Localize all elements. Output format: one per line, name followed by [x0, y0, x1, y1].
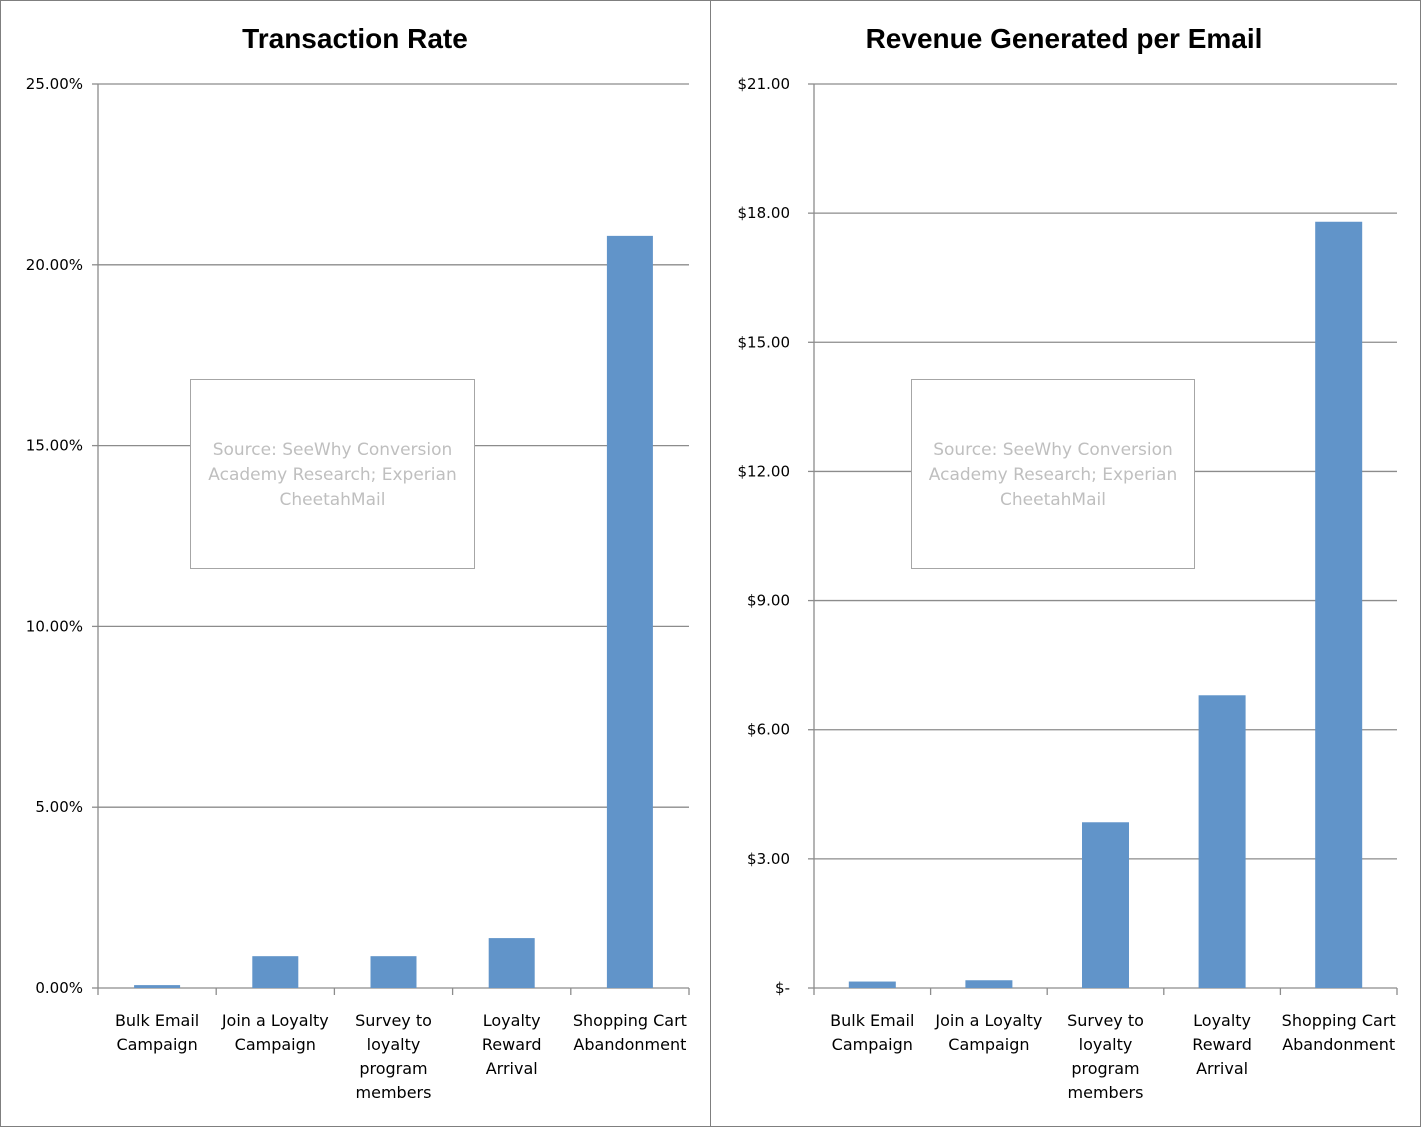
x-category-label-line: Arrival — [486, 1059, 538, 1078]
x-category-label-line: Abandonment — [1282, 1035, 1395, 1054]
y-tick-label: $3.00 — [747, 850, 790, 868]
transaction-rate-chart-svg: Transaction Rate 0.00% 5.00% 10.00% 15.00% 20… — [26, 23, 690, 1102]
x-category-label-line: Loyalty — [483, 1011, 541, 1030]
bar — [965, 980, 1013, 988]
x-category-label: Bulk Email Campaign — [115, 1011, 199, 1054]
y-tick-label: $18.00 — [738, 204, 791, 222]
x-category-label: Survey to loyalty program members — [355, 1011, 432, 1102]
x-category-label-line: Bulk Email — [830, 1011, 914, 1030]
bar — [848, 981, 896, 988]
bar — [134, 985, 181, 988]
y-tick-label: $21.00 — [738, 75, 791, 93]
x-category-label-line: Reward — [482, 1035, 542, 1054]
y-tick-label: 20.00% — [26, 256, 83, 274]
x-category-label-line: Survey to — [355, 1011, 432, 1030]
chart-title: Revenue Generated per Email — [866, 23, 1263, 54]
y-tick-label: 0.00% — [35, 979, 83, 997]
bar — [370, 956, 417, 988]
x-category-label-line: Shopping Cart — [573, 1011, 687, 1030]
x-category-label: Loyalty Reward Arrival — [482, 1011, 542, 1078]
y-tick-label: 5.00% — [35, 798, 83, 816]
y-tick-label: $12.00 — [738, 462, 791, 480]
y-tick-label: $15.00 — [738, 333, 791, 351]
x-category-label: Survey to loyalty program members — [1067, 1011, 1144, 1102]
bar — [606, 235, 653, 988]
revenue-per-email-chart-svg: Revenue Generated per Email $- $3.00 $6.00 $… — [738, 23, 1398, 1102]
x-category-label-line: Join a Loyalty — [934, 1011, 1042, 1030]
x-category-label: Shopping Cart Abandonment — [573, 1011, 687, 1054]
revenue-per-email-chart: Revenue Generated per Email $- $3.00 $6.00 $… — [711, 0, 1420, 1125]
x-category-label-line: Campaign — [948, 1035, 1029, 1054]
x-category-label-line: Campaign — [832, 1035, 913, 1054]
x-category-label-line: Shopping Cart — [1282, 1011, 1396, 1030]
y-tick-label: $9.00 — [747, 592, 790, 610]
x-category-label-line: Reward — [1192, 1035, 1252, 1054]
y-tick-label: 15.00% — [26, 437, 83, 455]
x-category-label-line: Join a Loyalty — [221, 1011, 329, 1030]
x-category-label-line: Abandonment — [573, 1035, 686, 1054]
transaction-rate-chart: Transaction Rate 0.00% 5.00% 10.00% 15.00% 20… — [0, 0, 710, 1125]
x-category-label-line: members — [356, 1083, 432, 1102]
x-category-label: Join a Loyalty Campaign — [221, 1011, 329, 1054]
x-category-label-line: Loyalty — [1193, 1011, 1251, 1030]
x-category-label-line: Arrival — [1196, 1059, 1248, 1078]
x-category-label-line: Campaign — [116, 1035, 197, 1054]
bar — [1198, 695, 1246, 988]
x-category-label: Loyalty Reward Arrival — [1192, 1011, 1252, 1078]
x-category-label-line: program — [359, 1059, 427, 1078]
x-category-label-line: Bulk Email — [115, 1011, 199, 1030]
chart-title: Transaction Rate — [242, 23, 468, 54]
y-tick-label: $- — [775, 979, 790, 997]
bar — [252, 956, 299, 988]
bar — [1315, 221, 1363, 988]
panel-divider — [710, 0, 711, 1127]
x-category-label-line: members — [1068, 1083, 1144, 1102]
x-category-label-line: loyalty — [367, 1035, 421, 1054]
source-note-text: Source: SeeWhy Conversion Academy Resear… — [928, 440, 1178, 510]
y-tick-label: $6.00 — [747, 721, 790, 739]
source-note-text: Source: SeeWhy Conversion Academy Resear… — [208, 440, 457, 510]
bar — [1082, 822, 1129, 988]
x-category-label-line: loyalty — [1079, 1035, 1133, 1054]
source-note-box: Source: SeeWhy Conversion Academy Resear… — [911, 379, 1195, 569]
x-category-label-line: Survey to — [1067, 1011, 1144, 1030]
x-category-label: Join a Loyalty Campaign — [934, 1011, 1042, 1054]
x-category-label: Bulk Email Campaign — [830, 1011, 914, 1054]
x-category-label-line: program — [1071, 1059, 1139, 1078]
x-category-label: Shopping Cart Abandonment — [1282, 1011, 1396, 1054]
y-tick-label: 10.00% — [26, 617, 83, 635]
x-category-label-line: Campaign — [235, 1035, 316, 1054]
source-note-box: Source: SeeWhy Conversion Academy Resear… — [190, 379, 475, 569]
bar — [488, 938, 535, 988]
y-tick-label: 25.00% — [26, 75, 83, 93]
